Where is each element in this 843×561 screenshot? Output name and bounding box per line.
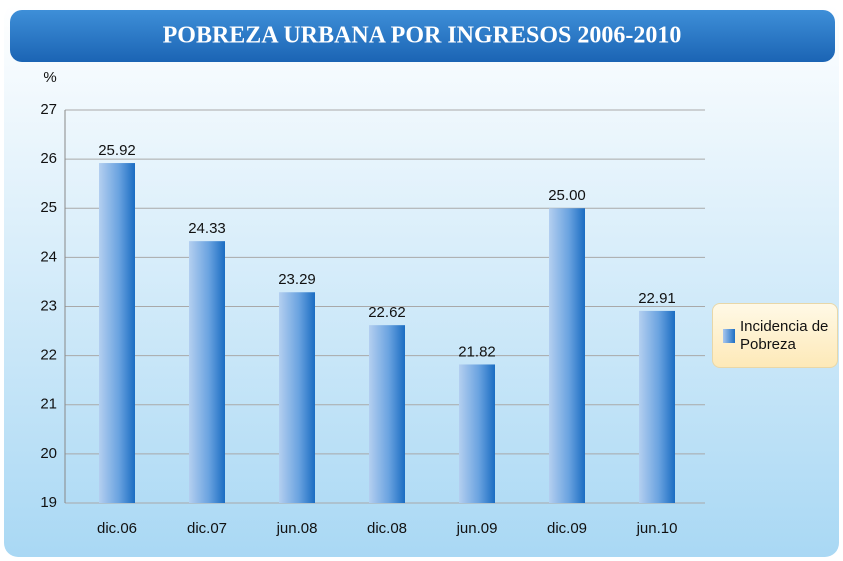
y-tick-label: 22 xyxy=(40,347,57,364)
data-label: 22.62 xyxy=(368,304,406,321)
legend-label: Incidencia de Pobreza xyxy=(740,317,829,353)
chart-title: POBREZA URBANA POR INGRESOS 2006-2010 xyxy=(163,23,682,49)
y-tick-label: 26 xyxy=(40,150,57,167)
bar xyxy=(549,208,585,503)
data-label: 22.91 xyxy=(638,290,676,307)
data-label: 21.82 xyxy=(458,343,496,360)
y-tick-label: 20 xyxy=(40,445,57,462)
y-tick-label: 27 xyxy=(40,101,57,118)
x-tick-label: dic.07 xyxy=(187,520,227,537)
x-tick-label: dic.09 xyxy=(547,520,587,537)
data-label: 25.92 xyxy=(98,142,136,159)
bar xyxy=(189,241,225,503)
y-tick-label: 19 xyxy=(40,494,57,511)
data-label: 25.00 xyxy=(548,187,586,204)
y-tick-label: 21 xyxy=(40,396,57,413)
x-tick-label: jun.09 xyxy=(456,520,498,537)
x-tick-label: jun.10 xyxy=(636,520,678,537)
y-tick-label: 24 xyxy=(40,248,57,265)
y-tick-label: 23 xyxy=(40,297,57,314)
bar xyxy=(369,325,405,503)
legend: Incidencia de Pobreza xyxy=(712,303,838,368)
x-tick-label: dic.06 xyxy=(97,520,137,537)
title-banner xyxy=(10,10,835,62)
y-tick-label: 25 xyxy=(40,199,57,216)
bar xyxy=(99,163,135,503)
bar xyxy=(279,292,315,503)
bar xyxy=(639,310,675,503)
x-tick-label: dic.08 xyxy=(367,520,407,537)
y-axis-label: % xyxy=(43,69,56,86)
x-tick-label: jun.08 xyxy=(276,520,318,537)
legend-swatch xyxy=(723,328,735,343)
data-label: 23.29 xyxy=(278,271,316,288)
data-label: 24.33 xyxy=(188,220,226,237)
bar xyxy=(459,364,495,503)
